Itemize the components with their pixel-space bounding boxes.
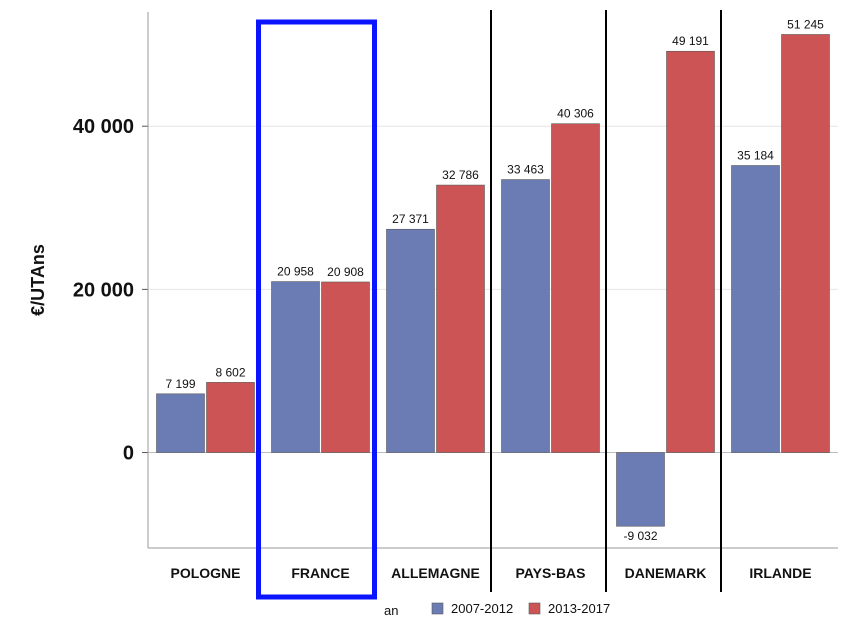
group-separators bbox=[490, 10, 722, 592]
value-label-danemark-2007-2012: -9 032 bbox=[623, 529, 657, 543]
bar-pologne-2007-2012 bbox=[156, 393, 205, 453]
bars bbox=[156, 34, 830, 527]
bar-pays-bas-2007-2012 bbox=[501, 179, 550, 453]
value-label-allemagne-2007-2012: 27 371 bbox=[392, 212, 429, 226]
legend-title: an bbox=[384, 603, 398, 618]
y-tick-label: 0 bbox=[123, 443, 134, 465]
legend-label-2007-2012: 2007-2012 bbox=[451, 601, 513, 616]
x-tick-label-france: FRANCE bbox=[291, 565, 349, 581]
bar-danemark-2013-2017 bbox=[666, 50, 715, 453]
bar-irlande-2013-2017 bbox=[781, 34, 830, 453]
x-tick-label-danemark: DANEMARK bbox=[625, 565, 707, 581]
bar-france-2013-2017 bbox=[321, 281, 370, 453]
legend: an 2007-2012 2013-2017 bbox=[384, 601, 610, 618]
value-label-france-2013-2017: 20 908 bbox=[327, 265, 364, 279]
x-tick-label-allemagne: ALLEMAGNE bbox=[391, 565, 480, 581]
x-tick-labels: POLOGNE FRANCE ALLEMAGNE PAYS-BAS DANEMARK IR… bbox=[170, 565, 811, 581]
value-label-danemark-2013-2017: 49 191 bbox=[672, 34, 709, 48]
value-label-pologne-2013-2017: 8 602 bbox=[215, 365, 245, 379]
bar-irlande-2007-2012 bbox=[731, 165, 780, 453]
bar-pays-bas-2013-2017 bbox=[551, 123, 600, 453]
legend-swatch-2007-2012 bbox=[431, 602, 444, 615]
y-tick-label: 40 000 bbox=[73, 116, 134, 138]
gridlines bbox=[148, 125, 838, 454]
value-label-irlande-2007-2012: 35 184 bbox=[737, 149, 774, 163]
x-tick-label-pays-bas: PAYS-BAS bbox=[515, 565, 585, 581]
axes bbox=[142, 12, 838, 549]
value-labels: 7 199 8 602 20 958 20 908 27 371 32 786 33 463… bbox=[165, 17, 824, 543]
x-tick-label-pologne: POLOGNE bbox=[170, 565, 240, 581]
bar-allemagne-2007-2012 bbox=[386, 228, 435, 453]
value-label-pays-bas-2007-2012: 33 463 bbox=[507, 163, 544, 177]
y-axis-label: €/UTAns bbox=[28, 244, 48, 316]
legend-label-2013-2017: 2013-2017 bbox=[548, 601, 610, 616]
bar-pologne-2013-2017 bbox=[206, 382, 255, 453]
legend-swatch-2013-2017 bbox=[528, 602, 541, 615]
value-label-pays-bas-2013-2017: 40 306 bbox=[557, 107, 594, 121]
y-tick-label: 20 000 bbox=[73, 279, 134, 301]
value-label-france-2007-2012: 20 958 bbox=[277, 265, 314, 279]
bar-danemark-2007-2012 bbox=[616, 452, 665, 527]
highlight-box-france bbox=[256, 19, 377, 600]
x-tick-label-irlande: IRLANDE bbox=[749, 565, 811, 581]
bar-allemagne-2013-2017 bbox=[436, 184, 485, 453]
value-label-allemagne-2013-2017: 32 786 bbox=[442, 168, 479, 182]
y-tick-labels: 0 20 000 40 000 bbox=[73, 116, 134, 464]
value-label-pologne-2007-2012: 7 199 bbox=[165, 377, 195, 391]
value-label-irlande-2013-2017: 51 245 bbox=[787, 17, 824, 31]
bar-france-2007-2012 bbox=[271, 281, 320, 453]
